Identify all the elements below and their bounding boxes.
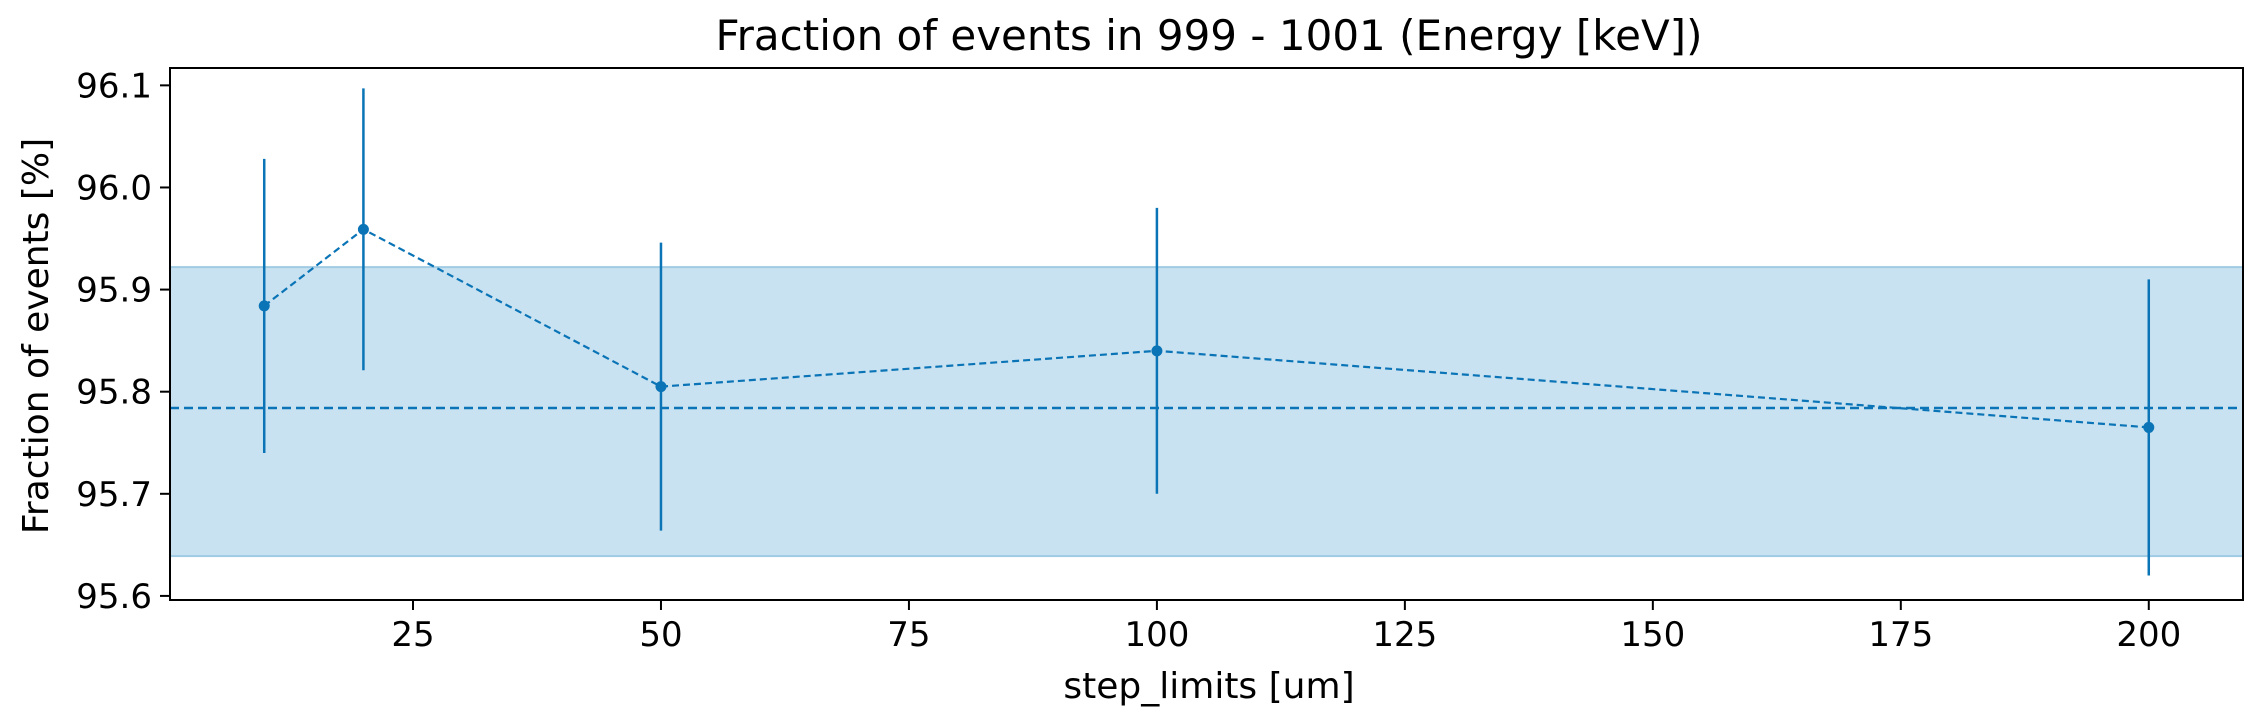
y-tick-label: 96.0 <box>76 168 152 208</box>
x-tick-label: 25 <box>391 615 434 655</box>
uncertainty-band <box>169 266 2244 558</box>
x-tick-label: 175 <box>1868 615 1933 655</box>
y-tick-label: 95.8 <box>76 373 152 413</box>
y-tick-label: 95.9 <box>76 271 152 311</box>
data-point <box>655 381 667 393</box>
x-axis-label: step_limits [um] <box>1063 666 1354 707</box>
y-tick-label: 95.7 <box>76 475 152 515</box>
series-line <box>263 227 2149 429</box>
y-axis-label: Fraction of events [%] <box>16 138 57 534</box>
chart-title: Fraction of events in 999 - 1001 (Energy… <box>716 11 1703 60</box>
x-tick-label: 75 <box>887 615 930 655</box>
data-point <box>258 300 270 312</box>
x-tick-label: 150 <box>1620 615 1685 655</box>
x-tick-label: 125 <box>1372 615 1437 655</box>
plot-area <box>169 88 2244 576</box>
axis-ticks: 25 50 75 100 125 150 175 200 95.6 95.7 95.8 95.9 96.… <box>76 66 2244 655</box>
data-point <box>1151 345 1163 357</box>
y-tick-label: 95.6 <box>76 577 152 617</box>
data-point <box>357 223 369 235</box>
x-tick-label: 100 <box>1124 615 1189 655</box>
x-tick-label: 50 <box>639 615 682 655</box>
axes-frame <box>169 67 2244 601</box>
data-point <box>2143 421 2155 433</box>
x-tick-label: 200 <box>2116 615 2181 655</box>
y-tick-label: 96.1 <box>76 66 152 106</box>
